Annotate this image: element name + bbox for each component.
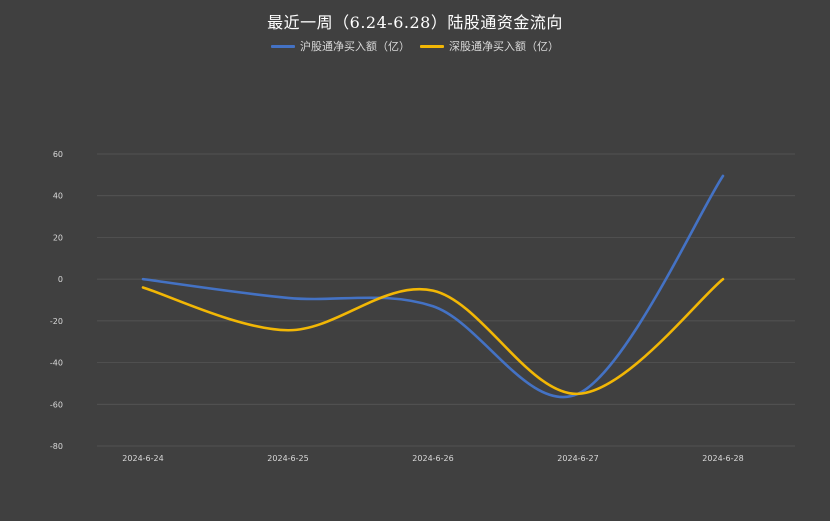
y-tick-label: 60 bbox=[53, 150, 63, 159]
legend-item-sh: 沪股通净买入额（亿） bbox=[271, 38, 410, 54]
x-tick-label: 2024-6-26 bbox=[412, 454, 453, 463]
y-tick-label: -80 bbox=[50, 442, 63, 451]
y-axis: 60 40 20 0 -20 -40 -60 -80 bbox=[50, 150, 63, 451]
x-tick-label: 2024-6-25 bbox=[267, 454, 308, 463]
legend-label-sz: 深股通净买入额（亿） bbox=[449, 40, 559, 53]
grid-lines bbox=[97, 153, 795, 447]
series-line-0 bbox=[141, 174, 725, 399]
y-tick-label: 20 bbox=[53, 233, 63, 242]
legend-label-sh: 沪股通净买入额（亿） bbox=[300, 40, 410, 53]
chart-title: 最近一周（6.24-6.28）陆股通资金流向 bbox=[267, 13, 563, 32]
y-tick-label: -40 bbox=[50, 359, 63, 368]
y-tick-label: 40 bbox=[53, 192, 63, 201]
legend-swatch-sz bbox=[420, 44, 444, 48]
x-tick-label: 2024-6-24 bbox=[122, 454, 163, 463]
y-tick-label: -60 bbox=[50, 400, 63, 409]
legend-item-sz: 深股通净买入额（亿） bbox=[420, 38, 559, 54]
legend: 沪股通净买入额（亿） 深股通净买入额（亿） bbox=[0, 38, 830, 54]
x-tick-label: 2024-6-28 bbox=[702, 454, 743, 463]
x-axis: 2024-6-24 2024-6-25 2024-6-26 2024-6-27 2024… bbox=[122, 454, 743, 463]
y-tick-label: -20 bbox=[50, 317, 63, 326]
x-tick-label: 2024-6-27 bbox=[557, 454, 598, 463]
series-line-1 bbox=[141, 277, 725, 396]
series bbox=[141, 174, 725, 399]
y-tick-label: 0 bbox=[58, 275, 63, 284]
legend-swatch-sh bbox=[271, 44, 295, 48]
